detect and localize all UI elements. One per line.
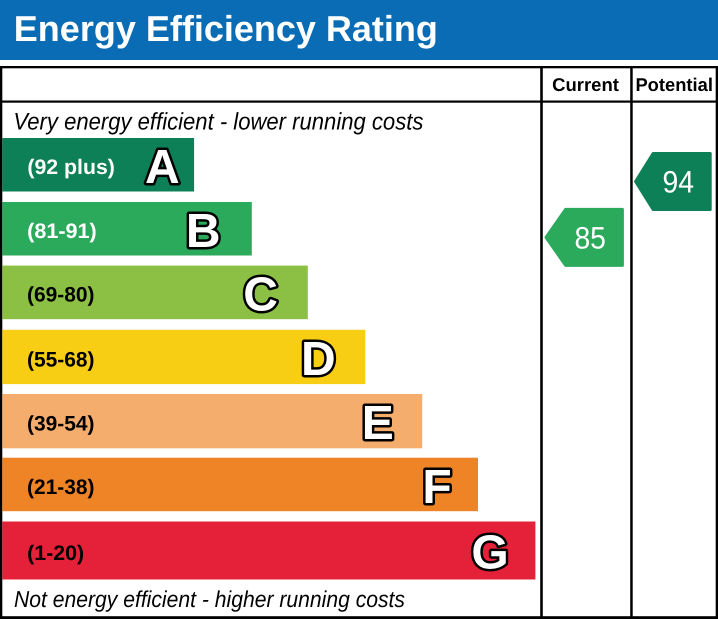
svg-text:(1-20): (1-20) <box>27 542 84 565</box>
svg-text:94: 94 <box>663 164 695 199</box>
svg-text:(69-80): (69-80) <box>27 284 95 307</box>
svg-text:(92 plus): (92 plus) <box>27 156 115 179</box>
svg-text:Not energy efficient - higher: Not energy efficient - higher running co… <box>14 586 405 612</box>
svg-text:F: F <box>422 461 451 514</box>
svg-text:(55-68): (55-68) <box>27 348 95 371</box>
svg-text:(21-38): (21-38) <box>27 476 95 499</box>
svg-text:D: D <box>301 333 336 386</box>
svg-text:A: A <box>145 141 180 194</box>
svg-text:85: 85 <box>574 220 606 255</box>
svg-text:Potential: Potential <box>635 74 713 95</box>
svg-text:(81-91): (81-91) <box>27 220 97 243</box>
svg-text:(39-54): (39-54) <box>27 412 95 435</box>
svg-text:E: E <box>362 397 394 450</box>
svg-text:Very energy efficient - lower: Very energy efficient - lower running co… <box>13 108 423 135</box>
svg-text:G: G <box>471 527 508 580</box>
svg-text:C: C <box>243 269 278 322</box>
svg-text:B: B <box>186 205 221 258</box>
svg-text:Energy Efficiency Rating: Energy Efficiency Rating <box>14 8 438 49</box>
svg-text:Current: Current <box>552 74 619 95</box>
